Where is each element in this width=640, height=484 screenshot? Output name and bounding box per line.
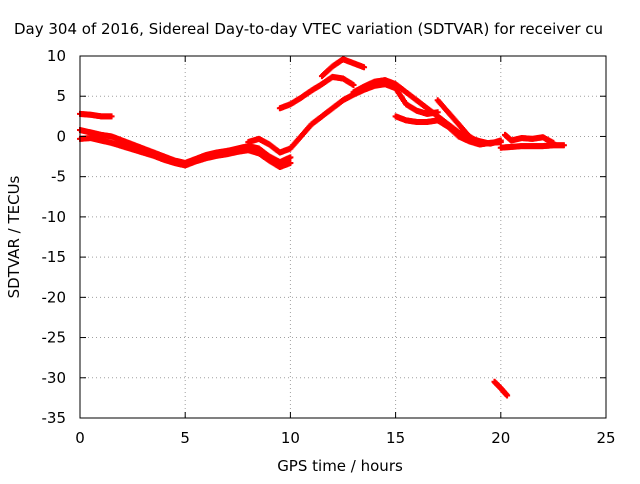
series-track-f bbox=[318, 56, 368, 80]
y-tick-label: 0 bbox=[56, 127, 66, 145]
y-tick-label: 5 bbox=[56, 87, 66, 105]
series-track-h bbox=[392, 113, 504, 148]
series-track-k bbox=[502, 131, 557, 146]
x-tick-label: 0 bbox=[75, 429, 85, 447]
x-tick-label: 10 bbox=[281, 429, 300, 447]
data-points bbox=[77, 56, 567, 399]
y-tick-label: -30 bbox=[42, 369, 67, 387]
y-axis-label: SDTVAR / TECUs bbox=[5, 175, 23, 298]
series-track-i bbox=[434, 97, 483, 146]
y-tick-label: -15 bbox=[42, 248, 67, 266]
data-point bbox=[550, 139, 557, 146]
data-point bbox=[560, 142, 567, 149]
data-point bbox=[504, 392, 511, 399]
y-tick-label: -35 bbox=[42, 409, 67, 427]
y-tick-label: -25 bbox=[42, 329, 67, 347]
x-tick-label: 5 bbox=[180, 429, 190, 447]
y-tick-label: -20 bbox=[42, 288, 67, 306]
grid-lines bbox=[80, 56, 606, 418]
data-point bbox=[108, 113, 115, 120]
chart-title: Day 304 of 2016, Sidereal Day-to-day VTE… bbox=[14, 20, 603, 38]
series-track-e bbox=[276, 73, 357, 112]
data-point bbox=[497, 139, 504, 146]
data-point bbox=[287, 154, 294, 161]
series-track-c bbox=[77, 110, 115, 120]
x-tick-label: 15 bbox=[386, 429, 405, 447]
data-point bbox=[287, 159, 294, 166]
x-tick-label: 20 bbox=[491, 429, 510, 447]
y-tick-label: -10 bbox=[42, 208, 67, 226]
series-track-g bbox=[350, 77, 504, 147]
axis-ticks: 0 5 10 15 20 25 10 5 0 -5 -10 -15 -20 -25 -30 -35 bbox=[42, 47, 616, 447]
data-point bbox=[476, 139, 483, 146]
data-point bbox=[350, 81, 357, 88]
series-track-j bbox=[497, 142, 567, 151]
series-track-l bbox=[491, 378, 511, 399]
plot-frame bbox=[79, 55, 607, 419]
y-tick-label: -5 bbox=[51, 168, 66, 186]
data-point bbox=[361, 64, 368, 71]
y-tick-label: 10 bbox=[47, 47, 66, 65]
x-tick-label: 25 bbox=[596, 429, 615, 447]
x-axis-label: GPS time / hours bbox=[277, 457, 403, 475]
